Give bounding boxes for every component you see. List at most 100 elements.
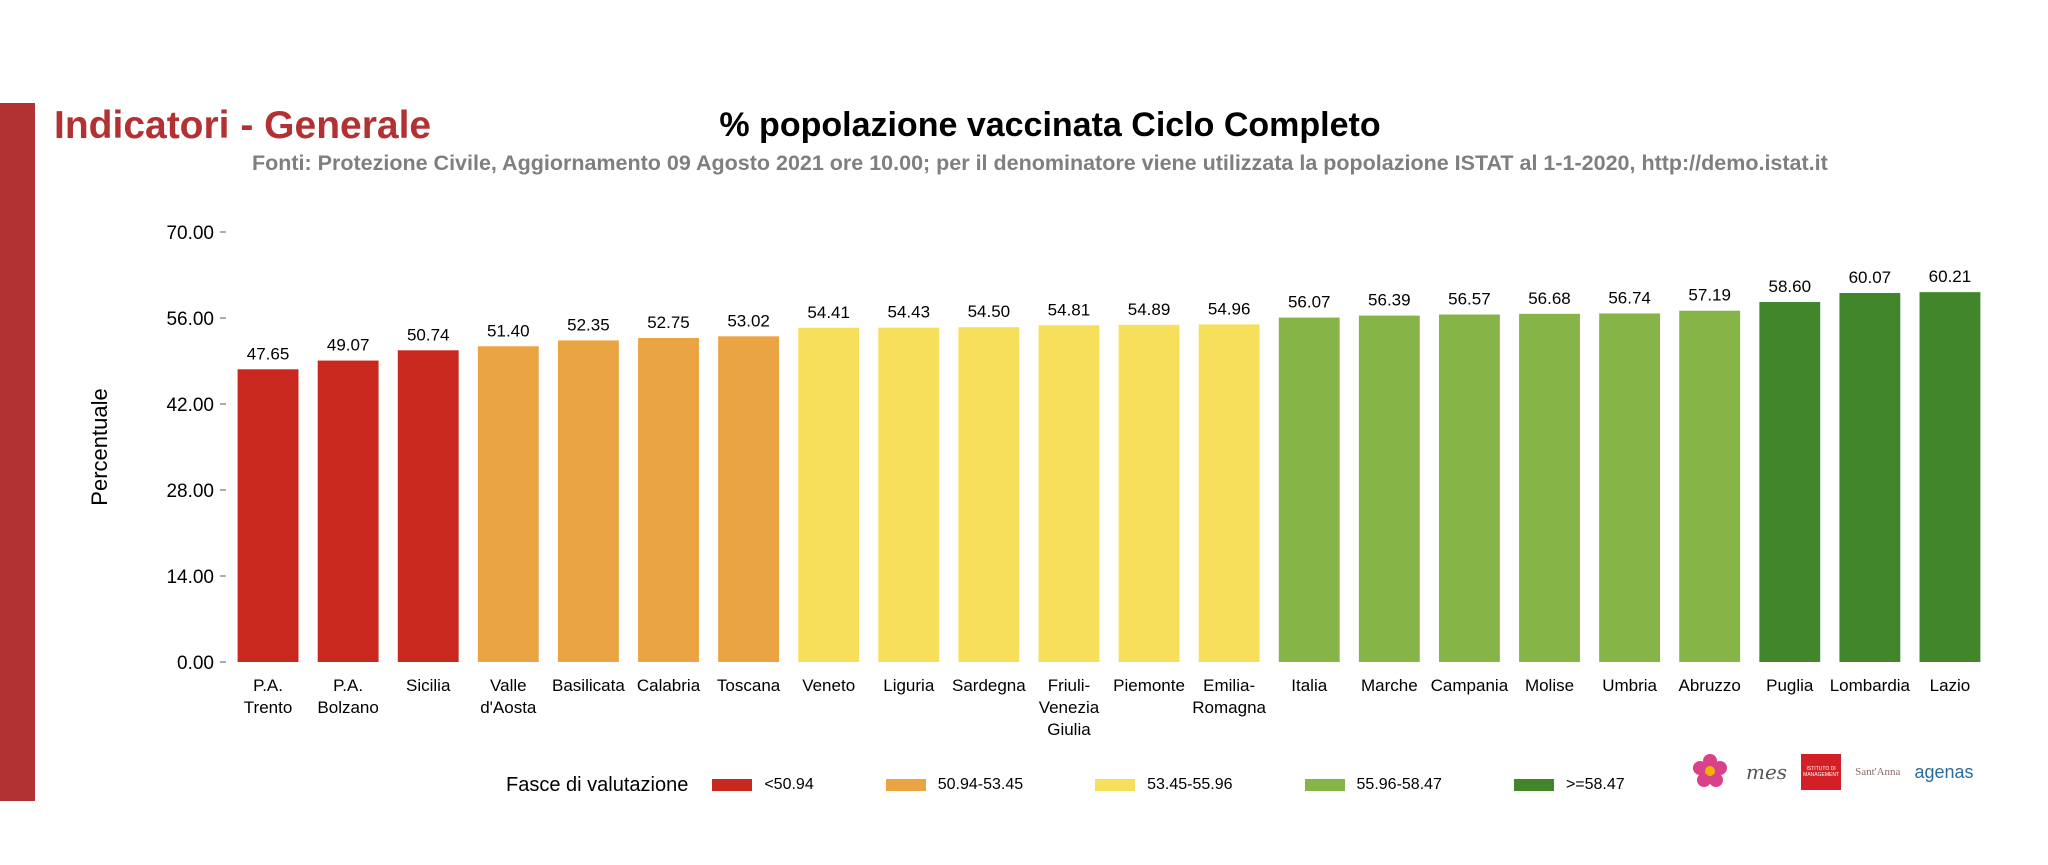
legend-label: <50.94 <box>764 776 814 793</box>
bar <box>1038 325 1100 662</box>
bar <box>798 327 860 662</box>
legend-item-band-4: 55.96-58.47 <box>1304 776 1442 794</box>
bar <box>1679 310 1741 662</box>
data-label: 54.50 <box>968 302 1011 321</box>
chart-title: % popolazione vaccinata Ciclo Completo <box>719 106 1381 144</box>
legend-item-band-5: >=58.47 <box>1513 776 1625 794</box>
data-label: 49.07 <box>327 336 370 355</box>
x-tick-label: Liguria <box>883 676 935 695</box>
data-label: 56.68 <box>1528 289 1571 308</box>
x-tick-label: Sicilia <box>406 676 451 695</box>
legend-label: 50.94-53.45 <box>937 776 1024 793</box>
data-label: 56.39 <box>1368 291 1411 310</box>
legend-label: 55.96-58.47 <box>1356 776 1442 793</box>
x-tick-label: Calabria <box>637 676 701 695</box>
y-tick-label: 42.00 <box>166 395 214 416</box>
data-label: 60.21 <box>1929 267 1972 286</box>
bar <box>1759 302 1821 662</box>
legend-swatch <box>885 779 926 791</box>
x-tick-label: Trento <box>244 698 293 717</box>
x-tick-label: Italia <box>1291 676 1327 695</box>
data-label: 54.43 <box>887 303 930 322</box>
bar <box>638 337 699 662</box>
y-tick-label: 28.00 <box>166 481 214 502</box>
bar-chart: 0.00 14.00 28.00 42.00 56.00 70.00 Percentuale… <box>87 223 1981 739</box>
bar <box>477 346 539 662</box>
legend-swatch <box>1513 779 1554 791</box>
data-label: 56.07 <box>1288 293 1331 312</box>
bar <box>237 369 299 662</box>
x-tick-label: Toscana <box>717 676 781 695</box>
y-axis-label: Percentuale <box>87 388 112 505</box>
x-tick-label: Umbria <box>1602 676 1657 695</box>
bar <box>958 327 1020 662</box>
legend-swatch <box>1304 779 1345 791</box>
x-tick-label: Romagna <box>1192 698 1266 717</box>
data-label: 58.60 <box>1768 277 1811 296</box>
data-label: 56.57 <box>1448 289 1491 308</box>
data-label: 51.40 <box>487 321 530 340</box>
data-label: 52.35 <box>567 315 610 334</box>
bar <box>878 327 940 662</box>
y-tick-label: 70.00 <box>166 223 214 244</box>
bar <box>1839 292 1901 662</box>
bar <box>1438 314 1500 662</box>
x-tick-label: Basilicata <box>552 676 625 695</box>
bar <box>1519 313 1580 662</box>
bar <box>397 350 459 662</box>
side-accent-band <box>0 103 35 801</box>
x-tick-label: Giulia <box>1047 720 1091 739</box>
x-tick-label: Lombardia <box>1830 676 1911 695</box>
x-tick-label: Campania <box>1431 676 1509 695</box>
x-tick-label: Emilia- <box>1203 676 1255 695</box>
x-tick-label: Valle <box>490 676 527 695</box>
x-tick-label: Piemonte <box>1113 676 1185 695</box>
bar <box>1198 324 1260 662</box>
bar <box>1358 315 1420 662</box>
y-tick-label: 0.00 <box>177 653 214 674</box>
legend-swatch <box>712 779 753 791</box>
legend-item-band-1: <50.94 <box>712 776 814 794</box>
bar <box>1919 292 1981 662</box>
y-tick-label: 14.00 <box>166 567 214 588</box>
bar <box>317 360 379 662</box>
x-tick-label: Lazio <box>1930 676 1971 695</box>
data-label: 54.96 <box>1208 299 1251 318</box>
legend: Fasce di valutazione <50.94 50.94-53.45 … <box>506 770 1697 800</box>
x-tick-label: Sardegna <box>952 676 1026 695</box>
x-tick-label: Friuli- <box>1048 676 1091 695</box>
y-tick-label: 56.00 <box>166 309 214 330</box>
legend-title: Fasce di valutazione <box>506 773 689 796</box>
x-tick-label: Puglia <box>1766 676 1814 695</box>
chart-subtitle: Fonti: Protezione Civile, Aggiornamento … <box>252 151 1828 175</box>
data-label: 47.65 <box>247 344 290 363</box>
x-tick-label: Venezia <box>1039 698 1100 717</box>
x-tick-label: Veneto <box>802 676 855 695</box>
mes-logo-icon: mes <box>1746 760 1788 784</box>
data-label: 56.74 <box>1608 288 1651 307</box>
x-tick-label: Bolzano <box>317 698 378 717</box>
x-tick-label: Abruzzo <box>1678 676 1740 695</box>
bar <box>718 336 780 662</box>
x-tick-label: P.A. <box>333 676 363 695</box>
x-tick-label: Molise <box>1525 676 1574 695</box>
x-tick-label: P.A. <box>253 676 283 695</box>
legend-label: 53.45-55.96 <box>1147 776 1233 793</box>
data-label: 57.19 <box>1688 286 1731 305</box>
section-title: Indicatori - Generale <box>54 104 432 147</box>
legend-swatch <box>1095 779 1136 791</box>
agenas-logo-icon: agenas <box>1914 761 1974 782</box>
santanna-logo-icon: Sant'Anna <box>1855 766 1901 778</box>
data-label: 52.75 <box>647 313 690 332</box>
x-tick-label: d'Aosta <box>480 698 537 717</box>
bar <box>1118 324 1180 662</box>
data-label: 54.41 <box>807 303 850 322</box>
data-label: 54.89 <box>1128 300 1171 319</box>
data-label: 50.74 <box>407 325 450 344</box>
bar <box>1278 317 1340 662</box>
flower-logo-icon <box>1688 752 1732 792</box>
x-tick-label: Marche <box>1361 676 1418 695</box>
data-label: 54.81 <box>1048 300 1091 319</box>
legend-label: >=58.47 <box>1565 776 1625 793</box>
bar <box>557 340 619 662</box>
